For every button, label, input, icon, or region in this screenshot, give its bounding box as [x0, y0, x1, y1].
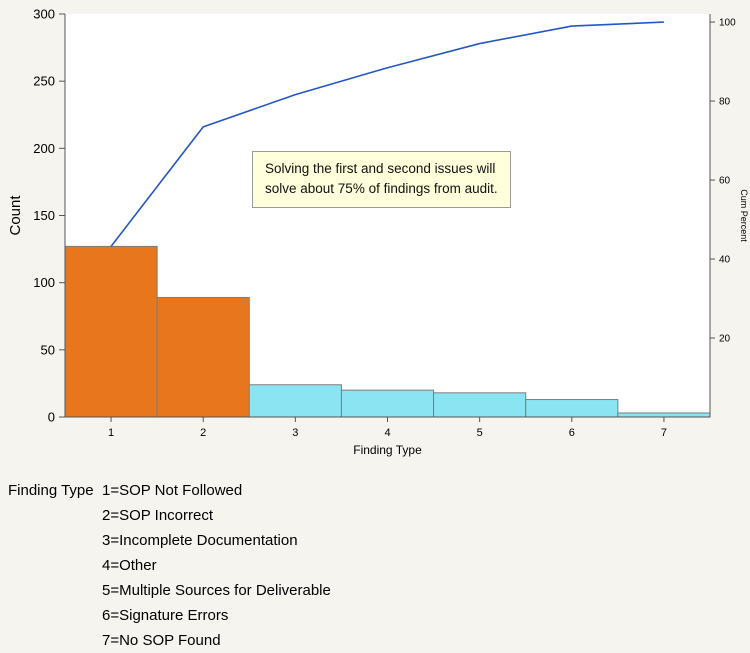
x-tick-label: 2	[200, 427, 206, 439]
bar-finding-5	[433, 392, 527, 418]
right-tick-label: 100	[719, 18, 736, 29]
left-tick-label: 50	[41, 342, 55, 357]
cumulative-line	[110, 21, 664, 247]
right-tick-label: 80	[719, 97, 731, 108]
legend-item: 4=Other	[102, 557, 157, 574]
x-axis-title: Finding Type	[353, 443, 422, 457]
left-tick-label: 0	[48, 410, 55, 425]
bar-finding-2	[156, 296, 250, 418]
pareto-chart: 0 50 100 150 200 250 300 20 40 60 80 100 1 2 3 4 5 6 7 Find…	[7, 7, 749, 458]
right-axis-title: Cum Percent	[739, 189, 749, 242]
x-tick-label: 4	[384, 427, 390, 439]
legend-title: Finding Type	[8, 482, 94, 499]
x-tick-label: 7	[661, 427, 667, 439]
left-axis-title: Count	[7, 195, 24, 236]
left-tick-label: 200	[33, 141, 55, 156]
bar-finding-7	[617, 412, 711, 418]
legend-item: 2=SOP Incorrect	[102, 507, 214, 524]
annotation-line-2: solve about 75% of findings from audit.	[265, 181, 498, 197]
x-tick-label: 1	[108, 427, 114, 439]
bar-finding-1	[64, 245, 158, 418]
annotation-box[interactable]: Solving the first and second issues will…	[252, 151, 511, 208]
left-tick-label: 100	[33, 275, 55, 290]
right-tick-label: 60	[719, 176, 731, 187]
left-tick-label: 150	[33, 208, 55, 223]
bar-finding-4	[340, 389, 435, 418]
legend-items: 1=SOP Not Followed 2=SOP Incorrect 3=Incom…	[102, 478, 331, 653]
legend-item: 6=Signature Errors	[102, 607, 229, 624]
x-tick-label: 3	[292, 427, 298, 439]
legend-item: 5=Multiple Sources for Deliverable	[102, 582, 331, 599]
left-tick-label: 250	[33, 74, 55, 89]
legend-item: 7=No SOP Found	[102, 632, 221, 649]
bar-finding-3	[248, 384, 342, 418]
right-tick-label: 20	[719, 334, 731, 345]
bar-finding-6	[525, 399, 619, 418]
left-tick-label: 300	[33, 7, 55, 22]
right-tick-label: 40	[719, 255, 731, 266]
x-tick-label: 6	[569, 427, 575, 439]
x-tick-label: 5	[477, 427, 483, 439]
legend-item: 3=Incomplete Documentation	[102, 532, 298, 549]
legend-item: 1=SOP Not Followed	[102, 482, 243, 499]
legend: Finding Type 1=SOP Not Followed 2=SOP Inc…	[8, 478, 331, 653]
annotation-line-1: Solving the first and second issues will	[265, 161, 496, 176]
pareto-chart-area: 0 50 100 150 200 250 300 20 40 60 80 100 1 2 3 4 5 6 7 Find…	[7, 7, 749, 458]
